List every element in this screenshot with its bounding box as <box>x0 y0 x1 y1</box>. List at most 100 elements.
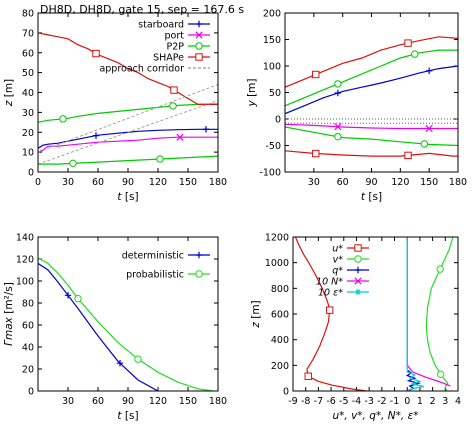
point-marker-series-4 <box>420 140 429 148</box>
x-tick-label: -4 <box>352 396 361 407</box>
y-tick-label: 60 <box>22 48 34 59</box>
y-tick-label: 1200 <box>265 233 289 244</box>
x-tick-label: 120 <box>391 177 409 188</box>
series-line-q- <box>405 370 421 391</box>
legend-marker-shape <box>195 53 203 61</box>
series-line-u- <box>294 237 367 391</box>
y-tick-label: 70 <box>22 28 34 39</box>
y-axis-label: z [m] <box>3 79 15 107</box>
y-axis-label: Γmax [m²/s] <box>3 282 15 346</box>
series-line-10-n- <box>406 237 451 387</box>
legend-label-u-: u* <box>332 244 343 255</box>
point-marker-starboard <box>334 89 342 97</box>
point-marker-shape <box>170 86 178 94</box>
legend-label-10-n-: 10 N* <box>316 277 343 288</box>
series-line-deterministic <box>38 262 159 391</box>
legend-label-10-: 10 ε* <box>318 288 343 299</box>
series-line-p2p <box>38 103 218 123</box>
x-tick-label: -7 <box>314 396 323 407</box>
point-marker-port <box>425 124 433 133</box>
y-tick-label: 800 <box>271 284 289 295</box>
point-marker-port <box>334 123 342 131</box>
series-line-v- <box>425 237 454 391</box>
x-tick-label: 150 <box>420 177 438 188</box>
x-tick-label: 60 <box>337 177 349 188</box>
point-marker-shape <box>92 49 100 58</box>
point-marker-series-4 <box>69 159 77 168</box>
x-tick-label: -9 <box>288 396 297 407</box>
x-tick-label: 150 <box>179 396 197 407</box>
x-tick-label: -8 <box>301 396 310 407</box>
y-tick-label: 20 <box>22 128 34 139</box>
plot-frame <box>37 236 219 392</box>
legend-label-v-: v* <box>333 255 344 266</box>
x-tick-label: 180 <box>209 177 227 188</box>
y-tick-label: 60 <box>22 321 34 332</box>
y-tick-label: 0 <box>28 387 34 398</box>
x-tick-label: 60 <box>92 396 104 407</box>
point-marker-shape <box>404 39 412 47</box>
x-axis-label: t [s] <box>361 191 382 203</box>
y-tick-label: 0 <box>28 168 34 179</box>
legend-label-port: port <box>165 31 185 42</box>
y-tick-label: 140 <box>16 233 34 244</box>
x-tick-label: -2 <box>377 396 386 407</box>
legend-marker-port <box>195 31 203 39</box>
x-tick-label: 90 <box>365 177 377 188</box>
x-tick-label: 4 <box>455 396 461 407</box>
y-tick-label: 200 <box>271 361 289 372</box>
chart-profiles: -9 -8 -7 -6 -5 -4 -3 -2 -1 0 1 2 3 402004006008001000… <box>250 233 461 423</box>
plot-frame <box>284 12 459 173</box>
series-line-probabilistic <box>38 257 214 391</box>
point-marker-shape <box>312 70 320 79</box>
plot-frame <box>37 12 219 173</box>
series-line-p2p <box>285 49 458 107</box>
point-marker-p2p <box>169 102 177 110</box>
x-axis-label: u*, v*, q*, N*, ε* <box>332 410 418 422</box>
point-marker-starboard <box>202 126 210 133</box>
legend-label-shape: SHAPe <box>153 53 184 64</box>
x-tick-label: 30 <box>62 177 74 188</box>
point-marker-v- <box>436 265 444 273</box>
legend-label-probabilistic: probabilistic <box>126 270 184 281</box>
y-tick-label: 100 <box>16 277 34 288</box>
y-tick-label: 20 <box>22 365 34 376</box>
series-line-series-6 <box>38 100 218 165</box>
plot-frame <box>292 236 459 392</box>
legend-marker-v- <box>354 255 362 263</box>
x-tick-label: 3 <box>442 396 448 407</box>
plot-area <box>294 237 454 391</box>
x-tick-label: 90 <box>122 177 134 188</box>
point-marker-series-4 <box>334 132 342 141</box>
y-tick-label: 400 <box>271 335 289 346</box>
series-line-approach-corridor <box>38 84 218 153</box>
y-tick-label: 40 <box>22 88 34 99</box>
point-marker-p2p <box>411 50 419 58</box>
legend-marker-q- <box>354 266 362 274</box>
point-marker-starboard <box>425 67 433 74</box>
series-line-port <box>38 136 218 153</box>
y-tick-label: 80 <box>22 299 34 310</box>
point-marker-port <box>176 133 184 141</box>
chart-z-vs-t: 0 30 60 90 120 150 180 0 10 20 30 40 50 60 70 80 t [s] z … <box>3 9 227 204</box>
y-tick-label: -50 <box>265 141 281 152</box>
point-marker-v- <box>437 370 445 379</box>
x-axis-label: t [s] <box>117 191 138 203</box>
plot-area <box>38 257 214 391</box>
x-tick-label: 150 <box>179 177 197 188</box>
point-marker-probabilistic <box>134 355 142 363</box>
point-marker-series-5 <box>404 151 412 160</box>
point-marker-p2p <box>59 115 67 123</box>
point-marker-starboard <box>92 132 100 139</box>
x-tick-label: 1 <box>417 396 423 407</box>
series-line-starboard <box>285 65 458 115</box>
series-line-shape <box>285 36 458 88</box>
chart-gamma-vs-t: 30 60 90 120 150 180 0 20 40 60 80 100 120 140 t [s] Γm… <box>3 233 227 423</box>
legend-marker-p2p <box>195 42 203 50</box>
point-marker-probabilistic <box>74 294 82 303</box>
y-tick-label: 50 <box>22 68 34 79</box>
legend-label-q-: q* <box>332 266 343 277</box>
